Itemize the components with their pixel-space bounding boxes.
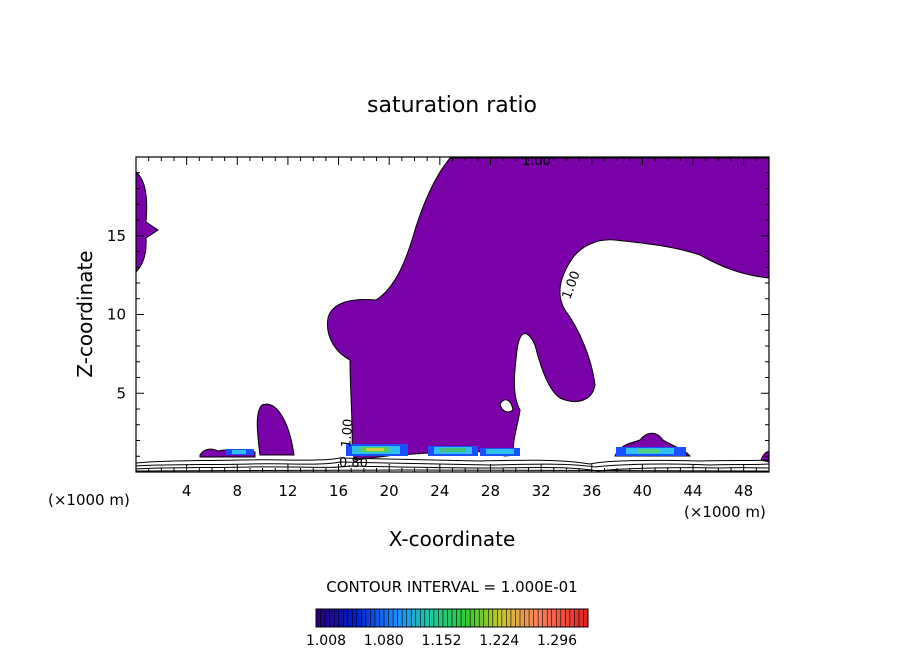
axis-ticks xyxy=(135,156,770,473)
x-tick-label-28: 28 xyxy=(481,482,500,500)
y-tick-label-5: 5 xyxy=(116,384,126,402)
cloud-region-left-edge xyxy=(136,171,159,273)
chart-title: saturation ratio xyxy=(367,93,537,118)
colorbar-tick-label-1.224: 1.224 xyxy=(479,633,519,649)
y-tick-label-10: 10 xyxy=(107,306,126,324)
supersaturation-patches xyxy=(226,444,686,456)
cloud-region-mid-right-gap xyxy=(499,399,514,413)
plot-area: 1.00 1.00 1.00 0.80 xyxy=(136,154,769,472)
x-tick-label-32: 32 xyxy=(532,482,551,500)
x-tick-label-20: 20 xyxy=(380,482,399,500)
cloud-region-small-left xyxy=(256,403,295,456)
x-tick-label-36: 36 xyxy=(582,482,601,500)
colorbar-tick-label-1.008: 1.008 xyxy=(306,633,346,649)
cloud-region-shapes xyxy=(136,157,769,463)
x-unit-right: (×1000 m) xyxy=(684,503,766,521)
contour-label-top: 1.00 xyxy=(522,154,551,169)
x-axis-label: X-coordinate xyxy=(389,527,516,551)
x-tick-label-44: 44 xyxy=(683,482,702,500)
x-tick-label-4: 4 xyxy=(182,482,192,500)
x-tick-label-8: 8 xyxy=(233,482,243,500)
colorbar-tick-label-1.080: 1.080 xyxy=(364,633,404,649)
contour-label-low: 1.00 xyxy=(339,418,356,448)
colorbar-tick-label-1.152: 1.152 xyxy=(421,633,461,649)
x-tick-label-48: 48 xyxy=(734,482,753,500)
colorbar xyxy=(315,608,589,628)
colorbar-tick-labels: 1.008 1.080 1.152 1.224 1.296 xyxy=(306,633,577,649)
x-unit-left: (×1000 m) xyxy=(48,491,130,509)
y-axis-label: Z-coordinate xyxy=(73,250,97,377)
y-tick-labels: 5 10 15 xyxy=(107,227,126,403)
x-tick-label-12: 12 xyxy=(278,482,297,500)
contour-label-bottom: 0.80 xyxy=(339,456,368,471)
cloud-region-main xyxy=(326,157,769,461)
x-tick-label-24: 24 xyxy=(430,482,449,500)
colorbar-divisions xyxy=(320,609,584,627)
cloud-region-far-right xyxy=(760,451,769,463)
contour-labels: 1.00 1.00 1.00 0.80 xyxy=(339,154,584,471)
x-tick-label-40: 40 xyxy=(633,482,652,500)
x-tick-labels: 4 8 12 16 20 24 28 32 36 40 44 48 xyxy=(182,482,753,500)
boundary-layer-contours xyxy=(136,457,769,472)
y-tick-label-15: 15 xyxy=(107,227,126,245)
x-tick-label-16: 16 xyxy=(329,482,348,500)
colorbar-tick-label-1.296: 1.296 xyxy=(537,633,577,649)
contour-interval-text: CONTOUR INTERVAL = 1.000E-01 xyxy=(326,578,577,596)
